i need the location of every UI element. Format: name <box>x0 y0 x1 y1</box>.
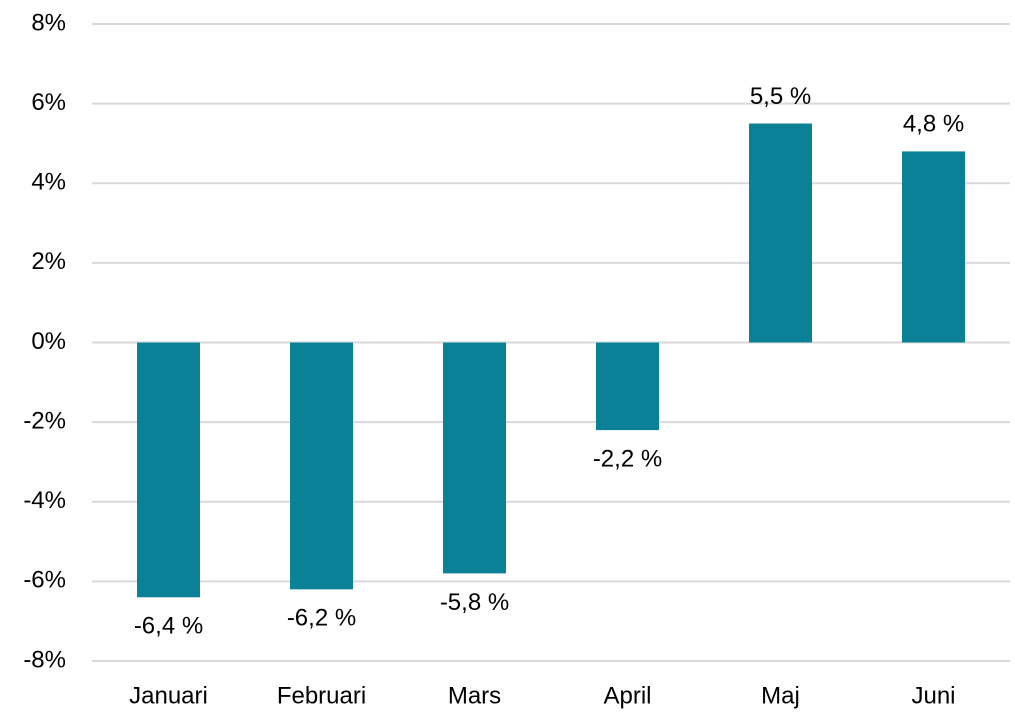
y-tick-label: -6% <box>23 567 66 594</box>
x-tick-label: Juni <box>911 682 955 709</box>
data-label: -5,8 % <box>440 589 509 616</box>
y-tick-label: 0% <box>31 328 66 355</box>
data-label: -6,2 % <box>287 605 356 632</box>
x-tick-label: Maj <box>761 682 800 709</box>
x-tick-label: Mars <box>448 682 501 709</box>
y-tick-label: -2% <box>23 407 66 434</box>
y-tick-label: 2% <box>31 248 66 275</box>
data-label: -2,2 % <box>593 445 662 472</box>
data-label: 5,5 % <box>750 83 811 110</box>
bar <box>290 342 353 590</box>
y-tick-label: -4% <box>23 487 66 514</box>
bar <box>137 342 200 598</box>
bar <box>749 123 812 343</box>
bar <box>443 342 506 574</box>
x-tick-label: Januari <box>129 682 208 709</box>
x-tick-label: Februari <box>277 682 366 709</box>
bar <box>902 151 965 343</box>
data-label: -6,4 % <box>134 613 203 640</box>
y-tick-label: -8% <box>23 646 66 673</box>
data-label: 4,8 % <box>903 111 964 138</box>
y-tick-label: 4% <box>31 169 66 196</box>
x-tick-label: April <box>603 682 651 709</box>
bar <box>596 342 659 431</box>
y-tick-label: 6% <box>31 89 66 116</box>
y-tick-label: 8% <box>31 9 66 36</box>
